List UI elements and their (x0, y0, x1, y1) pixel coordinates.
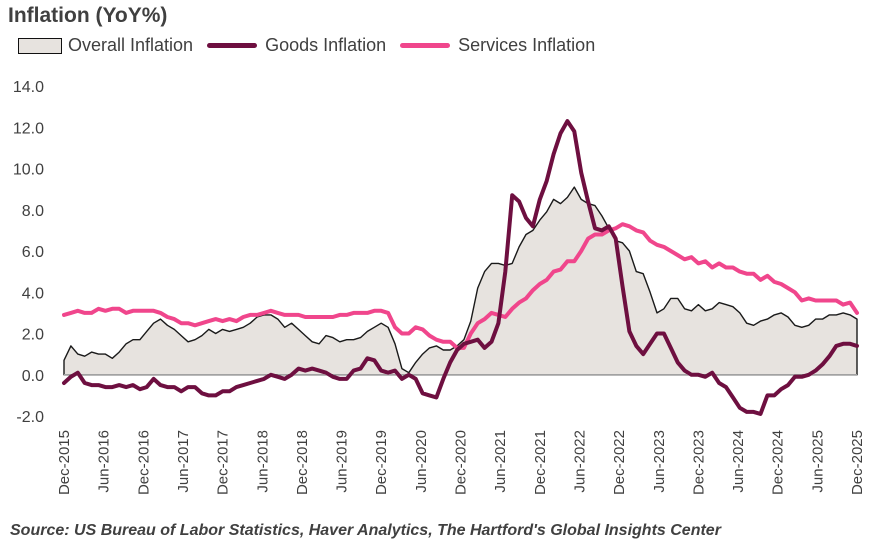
x-tick-label: Dec-2020 (453, 430, 470, 495)
x-tick-label: Jun-2024 (730, 430, 747, 493)
overall-area-layer (63, 186, 858, 376)
x-tick-label: Dec-2016 (135, 430, 152, 495)
y-tick-label: 12.0 (13, 120, 44, 137)
legend-item-goods: Goods Inflation (207, 35, 386, 56)
overall-inflation-area (63, 186, 858, 376)
legend-swatch-services (400, 43, 451, 48)
x-tick-label: Jun-2020 (413, 430, 430, 493)
chart-source: Source: US Bureau of Labor Statistics, H… (10, 522, 721, 539)
y-axis-ticks: 14.0 12.0 10.0 8.0 6.0 4.0 2.0 0.0 -2.0 (13, 79, 44, 426)
y-tick-label: -2.0 (16, 409, 44, 426)
x-tick-label: Dec-2015 (56, 430, 73, 495)
legend-label-overall: Overall Inflation (68, 35, 194, 55)
y-tick-label: 6.0 (22, 244, 44, 261)
series-line-layer (62, 119, 859, 416)
y-tick-label: 2.0 (22, 327, 44, 344)
x-tick-label: Jun-2018 (254, 430, 271, 493)
y-tick-label: 10.0 (13, 162, 44, 179)
legend-item-services: Services Inflation (400, 35, 595, 56)
x-tick-label: Dec-2022 (611, 430, 628, 495)
x-tick-label: Jun-2025 (809, 430, 826, 493)
legend-label-goods: Goods Inflation (265, 35, 387, 55)
y-tick-label: 14.0 (13, 79, 44, 96)
legend-label-services: Services Inflation (458, 35, 596, 55)
y-tick-label: 0.0 (22, 368, 44, 385)
x-tick-label: Jun-2017 (175, 430, 192, 493)
goods-inflation-line (62, 119, 859, 416)
legend-item-overall: Overall Inflation (18, 35, 193, 56)
x-tick-label: Dec-2021 (532, 430, 549, 495)
x-tick-label: Jun-2023 (651, 430, 668, 493)
x-tick-label: Jun-2016 (96, 430, 113, 493)
y-tick-label: 4.0 (22, 285, 44, 302)
legend-swatch-goods (207, 43, 258, 48)
x-tick-label: Dec-2025 (849, 430, 866, 495)
y-tick-label: 8.0 (22, 203, 44, 220)
x-tick-label: Dec-2019 (373, 430, 390, 495)
chart-title: Inflation (YoY%) (8, 4, 168, 27)
x-axis-ticks: Dec-2015 Jun-2016 Dec-2016 Jun-2017 Dec-2017… (56, 430, 866, 495)
x-tick-label: Jun-2021 (492, 430, 509, 493)
inflation-chart: 14.0 12.0 10.0 8.0 6.0 4.0 2.0 0.0 -2.0 Dec-2015… (13, 79, 866, 495)
chart-legend: Overall Inflation Goods Inflation Servic… (18, 35, 609, 56)
legend-swatch-overall (18, 37, 62, 54)
x-tick-label: Dec-2023 (690, 430, 707, 495)
x-tick-label: Dec-2018 (294, 430, 311, 495)
x-tick-label: Jun-2019 (334, 430, 351, 493)
x-tick-label: Jun-2022 (571, 430, 588, 493)
x-tick-label: Dec-2017 (215, 430, 232, 495)
x-tick-label: Dec-2024 (770, 430, 787, 495)
